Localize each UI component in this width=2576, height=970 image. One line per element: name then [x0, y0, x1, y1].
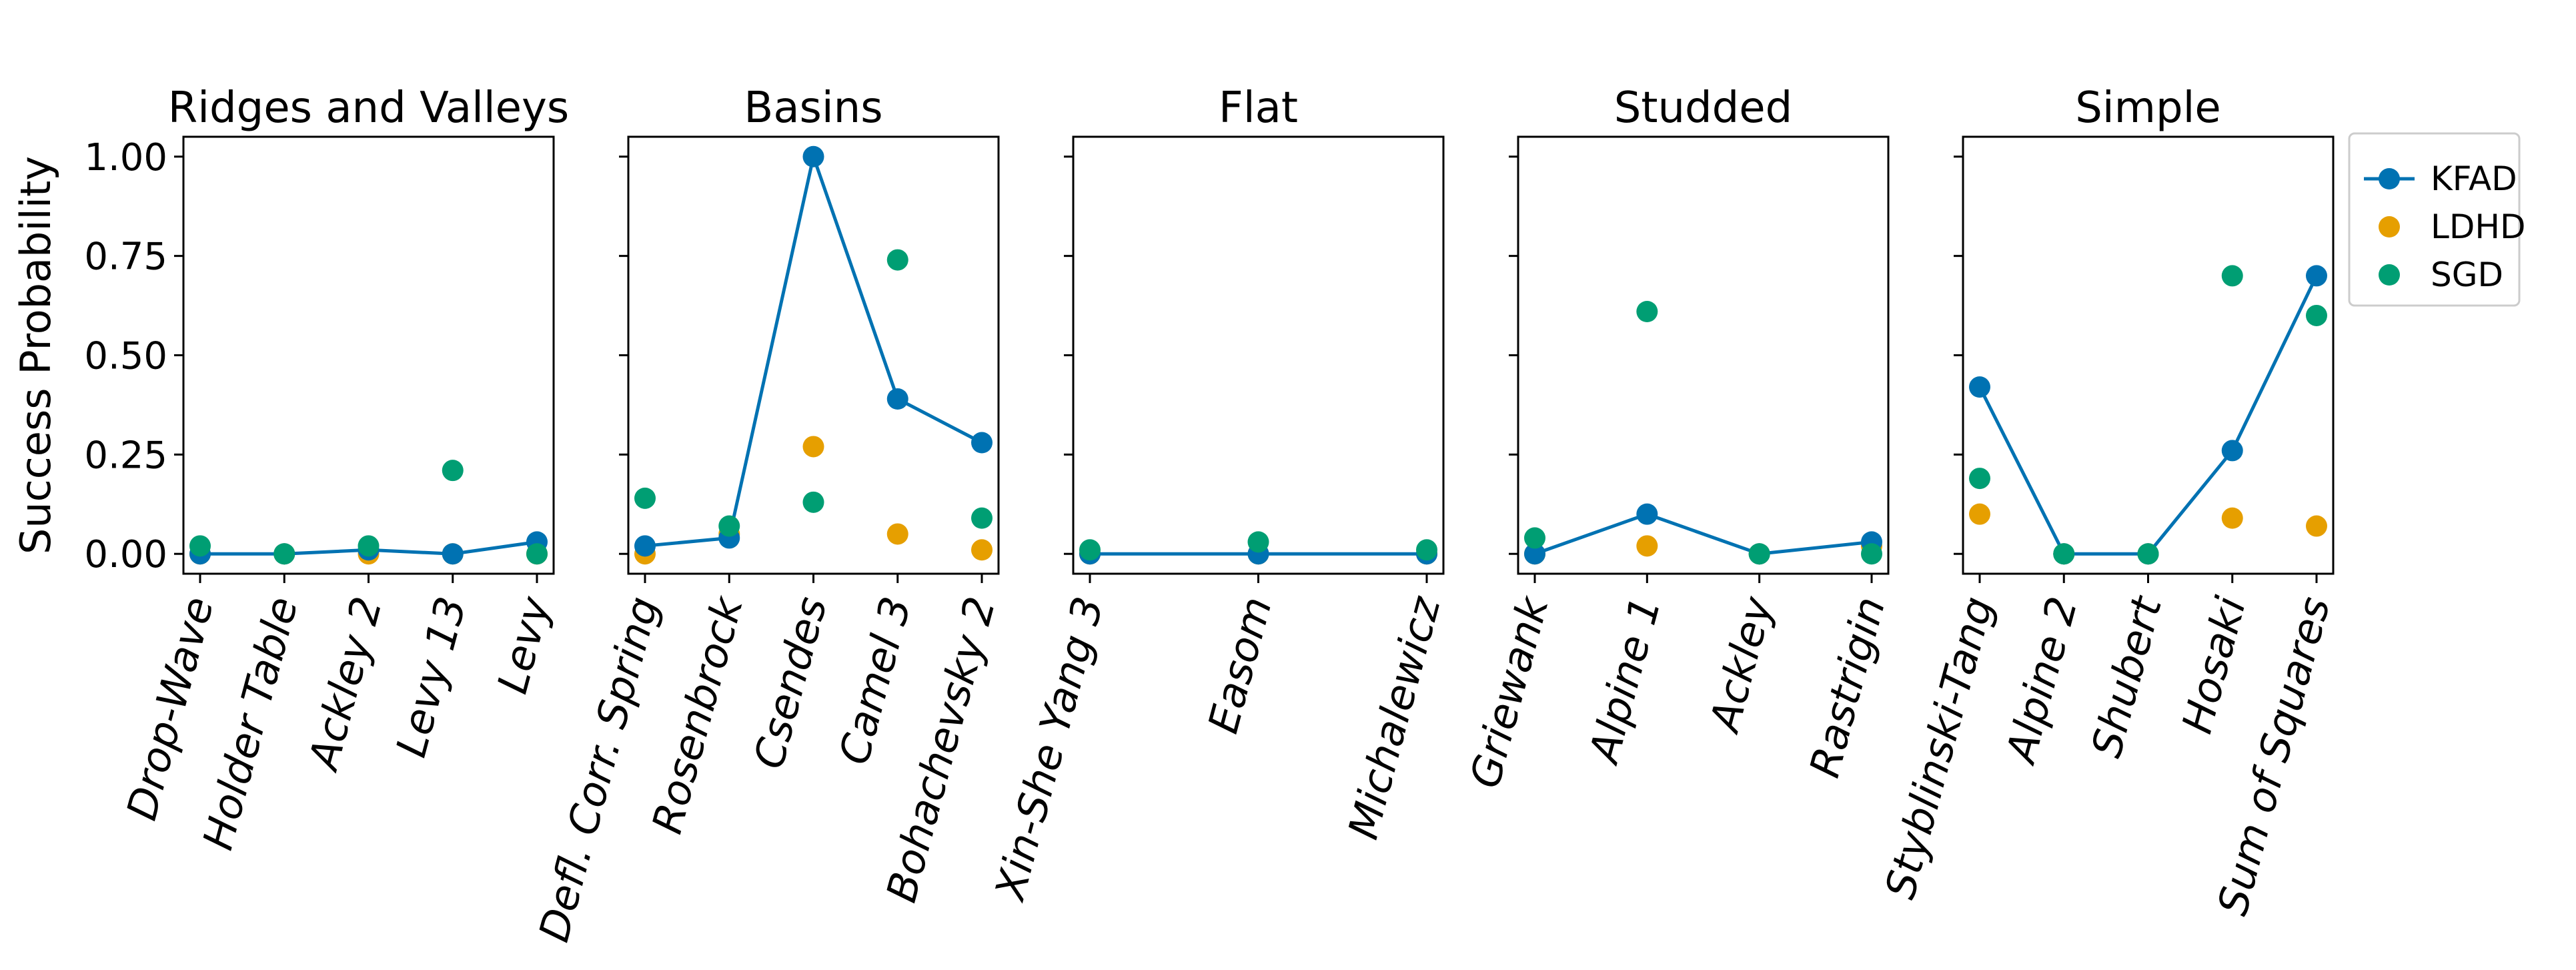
kfad-point — [971, 432, 993, 454]
sgd-point — [1861, 543, 1882, 565]
sgd-point — [1636, 301, 1658, 322]
sgd-point — [1524, 527, 1545, 549]
sgd-point — [1416, 539, 1437, 561]
legend-label: LDHD — [2431, 207, 2525, 246]
kfad-point — [886, 388, 908, 410]
panel-3: Flat Xin-She Yang 3 Easom Michalewicz — [985, 83, 1450, 907]
y-axis-label: Success Probability — [11, 156, 60, 554]
panel-title: Flat — [1219, 83, 1298, 133]
kfad-line — [644, 150, 983, 548]
x-tick-label: Csendes — [744, 592, 836, 774]
y-tick-label: 1.00 — [84, 136, 167, 179]
sgd-point — [2053, 543, 2075, 565]
kfad-point — [1636, 503, 1658, 525]
kfad-point — [802, 145, 824, 167]
legend: KFAD LDHD SGD — [2348, 132, 2525, 307]
legend-label: KFAD — [2431, 159, 2517, 198]
sgd-point — [189, 535, 211, 557]
panel-4: Studded Griewank Alpine 1 Ackley Rastrigin — [1460, 83, 1894, 793]
ldhd-point — [1636, 535, 1658, 557]
sgd-point — [1247, 531, 1269, 553]
x-tick-label: Michalewicz — [1339, 591, 1450, 845]
sgd-point — [1748, 543, 1770, 565]
kfad-point — [1969, 376, 1990, 398]
sgd-point — [634, 487, 656, 509]
kfad-point — [634, 535, 656, 557]
panels-group: Ridges and Valleys0.000.250.500.751.00Dr… — [84, 83, 2339, 947]
kfad-point — [442, 543, 464, 565]
legend-label: SGD — [2431, 256, 2503, 294]
sgd-point — [2137, 543, 2159, 565]
legend-entry-kfad: KFAD — [2364, 159, 2517, 198]
panel-title: Simple — [2075, 83, 2221, 133]
x-tick-label: Griewank — [1460, 590, 1558, 793]
y-tick-label: 0.75 — [84, 235, 167, 279]
sgd-point — [2306, 304, 2327, 326]
legend-marker — [2379, 216, 2400, 237]
sgd-point — [273, 543, 295, 565]
x-tick-label: Styblinski-Tang — [1876, 592, 2003, 904]
plot-frame — [1517, 135, 1890, 575]
legend-entry-sgd: SGD — [2379, 256, 2503, 294]
x-tick-label: Alpine 2 — [1996, 592, 2087, 770]
panel-title: Ridges and Valleys — [168, 83, 570, 133]
x-tick-label: Xin-She Yang 3 — [985, 592, 1113, 907]
sgd-point — [358, 535, 380, 557]
x-tick-label: Levy 13 — [386, 592, 476, 762]
sgd-point — [442, 460, 464, 482]
ldhd-point — [886, 523, 908, 545]
sgd-point — [1969, 468, 1990, 490]
legend-entry-ldhd: LDHD — [2379, 207, 2525, 246]
kfad-line — [1978, 275, 2319, 556]
y-tick-label: 0.50 — [84, 335, 167, 378]
x-tick-label: Ackley 2 — [298, 592, 392, 777]
sgd-point — [886, 249, 908, 271]
x-tick-label: Defl. Corr. Spring — [529, 592, 668, 947]
sgd-point — [2221, 265, 2243, 287]
x-tick-label: Levy — [488, 591, 560, 698]
kfad-point — [2221, 440, 2243, 462]
sgd-point — [718, 515, 740, 537]
panel-title: Basins — [744, 83, 882, 133]
x-tick-label: Camel 3 — [829, 592, 920, 769]
x-tick-label: Alpine 1 — [1579, 592, 1670, 770]
legend-marker — [2379, 264, 2400, 286]
sgd-point — [802, 491, 824, 513]
ldhd-point — [802, 436, 824, 458]
x-tick-label: Shubert — [2082, 590, 2172, 762]
ldhd-point — [971, 539, 993, 561]
x-tick-label: Rastrigin — [1800, 592, 1894, 783]
panel-title: Studded — [1614, 83, 1793, 133]
ldhd-point — [1969, 503, 1990, 525]
x-tick-label: Hosaki — [2172, 592, 2255, 739]
sgd-point — [526, 543, 548, 565]
x-tick-label: Ackley — [1700, 591, 1783, 739]
y-tick-label: 0.25 — [84, 434, 167, 477]
ldhd-point — [2306, 515, 2327, 537]
x-tick-label: Easom — [1199, 592, 1281, 739]
y-tick-label: 0.00 — [84, 533, 167, 576]
panel-1: Ridges and Valleys0.000.250.500.751.00Dr… — [84, 83, 569, 855]
kfad-point — [2306, 265, 2327, 287]
kfad-point — [1524, 543, 1545, 565]
kfad-line — [1534, 512, 1872, 556]
sgd-point — [971, 507, 993, 529]
plot-frame — [1072, 135, 1445, 575]
sgd-point — [1079, 539, 1101, 561]
ldhd-point — [2221, 507, 2243, 529]
legend-marker — [2379, 168, 2400, 189]
plot-frame — [182, 135, 555, 575]
